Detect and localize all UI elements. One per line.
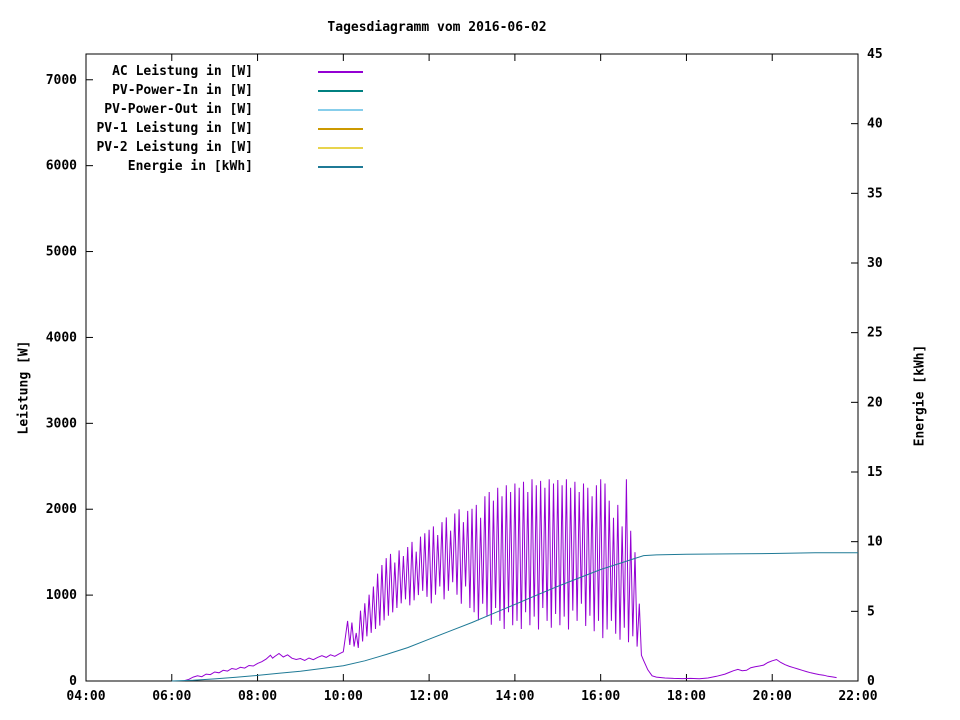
y-right-tick-label: 40 [867, 117, 883, 132]
x-tick-label: 16:00 [581, 689, 620, 704]
y-axis-label-left: Leistung [W] [16, 340, 32, 435]
x-tick-label: 14:00 [495, 689, 534, 704]
legend-swatch-line [318, 146, 363, 149]
y-right-tick-label: 10 [867, 535, 883, 550]
y-left-tick-label: 6000 [46, 159, 77, 174]
chart-title: Tagesdiagramm vom 2016-06-02 [327, 20, 547, 35]
x-tick-label: 20:00 [753, 689, 792, 704]
y-left-tick-label: 2000 [46, 502, 77, 517]
legend: AC Leistung in [W] PV-Power-In in [W] PV-P… [60, 62, 363, 176]
series-line [184, 479, 837, 682]
y-left-tick-label: 1000 [46, 588, 77, 603]
y-right-tick-label: 45 [867, 47, 883, 62]
y-right-tick-label: 30 [867, 256, 883, 271]
y-right-tick-label: 20 [867, 395, 883, 410]
legend-swatch-line [318, 127, 363, 130]
legend-swatch-line [318, 108, 363, 111]
x-tick-label: 10:00 [324, 689, 363, 704]
y-left-tick-label: 5000 [46, 245, 77, 260]
legend-label: PV-Power-In in [W] [112, 83, 253, 98]
y-axis-label-right: Energie [kWh] [912, 344, 928, 447]
legend-label: PV-1 Leistung in [W] [96, 121, 253, 136]
legend-label: AC Leistung in [W] [112, 64, 253, 79]
legend-swatch-line [318, 165, 363, 168]
legend-item: AC Leistung in [W] [60, 62, 363, 81]
x-tick-label: 08:00 [238, 689, 277, 704]
legend-item: Energie in [kWh] [60, 157, 363, 176]
y-right-tick-label: 15 [867, 465, 883, 480]
legend-label: PV-2 Leistung in [W] [96, 140, 253, 155]
legend-label: PV-Power-Out in [W] [104, 102, 253, 117]
y-right-tick-label: 5 [867, 604, 875, 619]
legend-item: PV-1 Leistung in [W] [60, 119, 363, 138]
y-right-tick-label: 35 [867, 186, 883, 201]
legend-swatch-line [318, 70, 363, 73]
y-right-tick-label: 25 [867, 326, 883, 341]
x-tick-label: 22:00 [838, 689, 877, 704]
x-tick-label: 18:00 [667, 689, 706, 704]
x-tick-label: 06:00 [152, 689, 191, 704]
legend-item: PV-Power-Out in [W] [60, 100, 363, 119]
y-left-tick-label: 4000 [46, 330, 77, 345]
legend-label: Energie in [kWh] [127, 159, 253, 174]
series-line [171, 552, 858, 682]
legend-item: PV-2 Leistung in [W] [60, 138, 363, 157]
x-tick-label: 12:00 [410, 689, 449, 704]
y-left-tick-label: 3000 [46, 416, 77, 431]
y-left-tick-label: 7000 [46, 73, 77, 88]
legend-item: PV-Power-In in [W] [60, 81, 363, 100]
legend-swatch-line [318, 89, 363, 92]
plot-border [85, 53, 859, 682]
x-tick-label: 04:00 [66, 689, 105, 704]
y-right-tick-label: 0 [867, 674, 875, 689]
y-left-tick-label: 0 [69, 674, 77, 689]
